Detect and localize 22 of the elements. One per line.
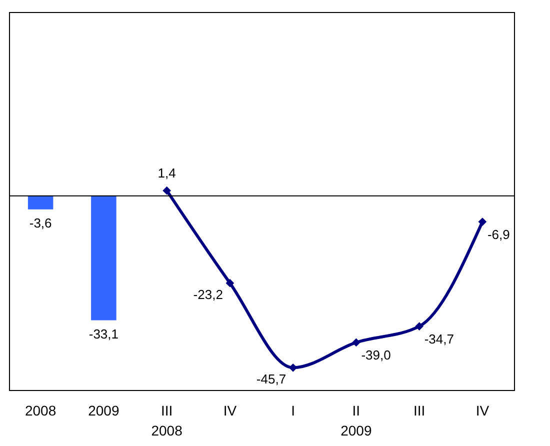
data-label: -34,7 <box>424 331 454 346</box>
data-label: -33,1 <box>88 326 119 342</box>
point <box>288 363 298 372</box>
point <box>162 186 171 195</box>
x-tick-label: IV <box>223 402 238 418</box>
x-tick-label: 2009 <box>88 402 120 418</box>
x-tick-label: III 2008 <box>151 402 183 438</box>
data-label: -23,2 <box>193 287 223 302</box>
point <box>226 278 234 288</box>
x-tick-label: 2008 <box>24 402 56 418</box>
data-label: -3,6 <box>29 215 52 230</box>
data-label: -39,0 <box>361 347 391 362</box>
point <box>415 322 424 330</box>
data-label: 1,4 <box>158 166 176 181</box>
x-tick-label: IV <box>476 402 490 418</box>
x-tick-label: III <box>413 402 426 418</box>
point <box>478 218 487 226</box>
data-label: -6,9 <box>487 226 510 242</box>
point <box>352 338 360 347</box>
data-label: -45,7 <box>256 372 286 387</box>
x-tick-label: I <box>291 402 296 418</box>
x-tick-label: II 2009 <box>340 402 372 438</box>
